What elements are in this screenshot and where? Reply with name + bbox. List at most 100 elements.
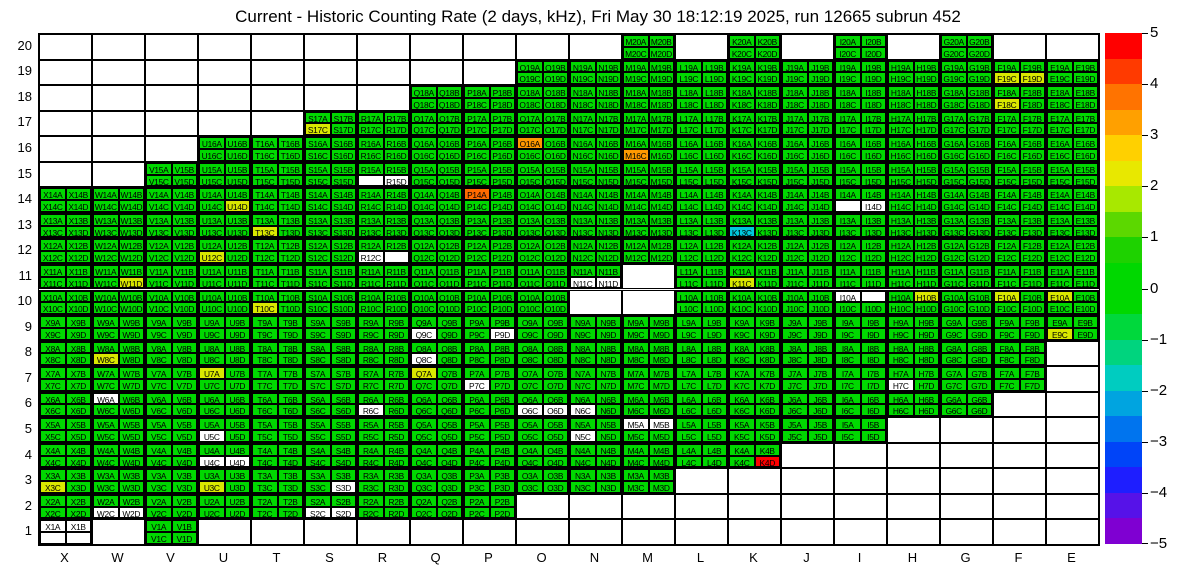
channel-box: M15A	[623, 162, 649, 175]
channel-box: Q14C	[411, 200, 437, 212]
channel-box: N16D	[595, 148, 621, 161]
channel-box: T2B	[277, 494, 303, 507]
grid-cell: H9A H9B H9C H9D	[887, 315, 940, 341]
channel-box: J19A	[782, 60, 808, 73]
colorbar-tick-mark	[1142, 441, 1148, 443]
grid-cell: Q17A Q17B Q17C Q17D	[410, 110, 463, 137]
channel-box: M17D	[648, 123, 674, 136]
grid-cell	[940, 519, 993, 545]
grid-cell: O8A O8B O8C O8D	[516, 340, 569, 367]
channel-box: K14A	[729, 188, 755, 201]
channel-box: O12B	[542, 239, 568, 252]
channel-box: K7C	[729, 378, 755, 391]
channel-box: G13B	[966, 213, 992, 226]
channel-box: S12D	[330, 251, 356, 263]
colorbar-tick-mark	[1142, 135, 1148, 137]
channel-box: H7D	[913, 378, 939, 391]
grid-cell	[304, 59, 357, 86]
channel-box: R7C	[358, 378, 384, 391]
channel-box: S16A	[305, 137, 331, 149]
grid-cell: H14A H14B H14C H14D	[887, 187, 940, 213]
channel-box: H17D	[913, 123, 939, 136]
channel-box: T8C	[252, 353, 278, 366]
channel-box: V13C	[146, 225, 172, 238]
grid-cell: O14A O14B O14C O14D	[516, 187, 569, 213]
channel-box: L11B	[701, 264, 727, 277]
channel-box: E9B	[1072, 316, 1098, 328]
channel-box: L14A	[676, 188, 702, 201]
channel-box: X10B	[65, 290, 91, 303]
channel-box: N9C	[570, 327, 596, 340]
grid-cell: E19A E19B E19C E19D	[1046, 59, 1099, 86]
channel-box: I17B	[860, 111, 886, 124]
grid-cell: G19A G19B G19C G19D	[940, 59, 993, 86]
grid-cell: N17A N17B N17C N17D	[569, 110, 622, 137]
channel-box: O8D	[542, 353, 568, 366]
channel-box: F15A	[994, 162, 1020, 175]
channel-box: S13D	[330, 225, 356, 238]
colorbar-band	[1105, 288, 1142, 315]
channel-box: T5C	[252, 430, 278, 442]
channel-box: G14A	[941, 188, 967, 201]
channel-box: M13A	[623, 213, 649, 226]
channel-box: M18A	[623, 86, 649, 98]
channel-box: S5C	[305, 430, 331, 442]
channel-box: Q4C	[411, 455, 437, 468]
channel-box: E18D	[1072, 97, 1098, 110]
channel-box: E13C	[1047, 225, 1073, 238]
grid-cell: U9A U9B U9C U9D	[198, 315, 251, 341]
channel-box: N6C	[570, 404, 596, 417]
grid-cell	[145, 136, 198, 162]
channel-box: I7C	[835, 378, 861, 391]
channel-box: T16C	[252, 148, 278, 161]
channel-box: M7A	[623, 367, 649, 379]
channel-box: J12B	[807, 239, 833, 252]
channel-box: F19B	[1019, 60, 1045, 73]
channel-box: R2D	[383, 506, 409, 519]
channel-box: K11D	[754, 276, 780, 289]
channel-box: Q6D	[436, 404, 462, 417]
grid-cell: J13A J13B J13C J13D	[781, 212, 834, 239]
grid-cell: O18A O18B O18C O18D	[516, 85, 569, 111]
channel-box: I11C	[835, 276, 861, 289]
grid-cell: M3A M3B M3C M3D	[622, 468, 675, 494]
channel-box: X8C	[40, 353, 66, 366]
grid-cell	[887, 519, 940, 545]
channel-box: S2A	[305, 494, 331, 507]
y-axis-label: 7	[24, 369, 32, 385]
channel-box: W7A	[93, 367, 119, 379]
grid-cell	[251, 519, 304, 545]
channel-box: R5C	[358, 430, 384, 442]
channel-box: X13D	[65, 225, 91, 238]
channel-box: L11C	[676, 276, 702, 289]
channel-box: K8D	[754, 353, 780, 366]
grid-cell: X12A X12B X12C X12D	[39, 238, 92, 264]
grid-cell	[251, 59, 304, 86]
grid-cell: J9A J9B J9C J9D	[781, 315, 834, 341]
channel-box: O11B	[542, 264, 568, 277]
grid-cell: U6A U6B U6C U6D	[198, 391, 251, 418]
channel-box: T4B	[277, 443, 303, 456]
channel-box: S9A	[305, 316, 331, 328]
channel-box: S9D	[330, 327, 356, 340]
channel-box: M16A	[623, 137, 649, 149]
channel-box: R12B	[383, 239, 409, 252]
channel-box: O6A	[517, 392, 543, 405]
grid-cell: J10A J10B J10C J10D	[781, 289, 834, 316]
grid-cell: P16A P16B P16C P16D	[463, 136, 516, 162]
channel-box: T7B	[277, 367, 303, 379]
channel-box: E17B	[1072, 111, 1098, 124]
channel-box: P2A	[464, 494, 490, 507]
channel-box: X4D	[65, 455, 91, 468]
channel-box: S16C	[305, 148, 331, 161]
channel-box: Q17B	[436, 111, 462, 124]
channel-box: Q3D	[436, 481, 462, 493]
channel-box: J15D	[807, 174, 833, 187]
channel-box: J19C	[782, 72, 808, 85]
grid-cell	[940, 442, 993, 469]
channel-box: R4D	[383, 455, 409, 468]
channel-box: H9B	[913, 316, 939, 328]
channel-box: K13C	[729, 225, 755, 238]
channel-box: O9C	[517, 327, 543, 340]
channel-box: U10B	[224, 290, 250, 303]
